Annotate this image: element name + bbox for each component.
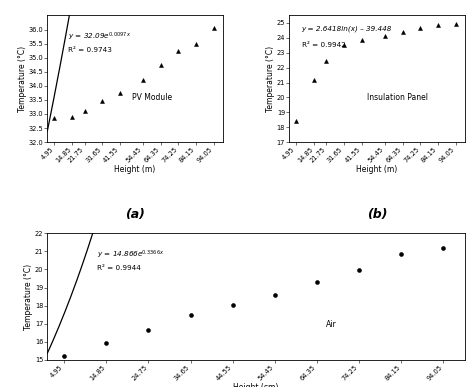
X-axis label: Height (cm): Height (cm) (233, 383, 279, 387)
Point (51, 115, 58, 121)
Point (157, 62, 164, 68)
Point (229, 301, 237, 308)
Point (271, 292, 279, 298)
Text: (b): (b) (367, 208, 387, 221)
Text: (a): (a) (125, 208, 145, 221)
Point (358, 37, 365, 43)
Point (187, 312, 194, 318)
Point (452, 21, 459, 27)
Text: R² = 0.9942: R² = 0.9942 (301, 42, 346, 48)
Point (139, 77, 147, 83)
Point (434, 22, 442, 28)
Point (340, 42, 348, 48)
Y-axis label: Temperature (°C): Temperature (°C) (266, 46, 275, 112)
Point (417, 25, 424, 31)
Point (210, 25, 218, 31)
Point (440, 245, 447, 251)
Point (116, 90, 124, 96)
Text: Air: Air (326, 320, 337, 329)
Y-axis label: Temperature (°C): Temperature (°C) (24, 264, 33, 330)
Point (399, 29, 406, 35)
Text: PV Module: PV Module (133, 93, 173, 102)
Point (145, 327, 152, 333)
Y-axis label: Temperature (°C): Temperature (°C) (18, 46, 27, 112)
X-axis label: Height (m): Height (m) (114, 165, 155, 175)
Point (310, 77, 318, 83)
Point (60, 353, 68, 360)
Point (398, 251, 405, 257)
Point (102, 340, 110, 346)
Text: y = 14.866e$^{0.3366x}$: y = 14.866e$^{0.3366x}$ (98, 248, 165, 261)
X-axis label: Height (m): Height (m) (356, 165, 398, 175)
Point (356, 267, 363, 274)
Point (192, 41, 200, 47)
Point (99, 98, 106, 104)
Text: y = 2.6418ln(x) – 39.448: y = 2.6418ln(x) – 39.448 (301, 26, 392, 32)
Point (68, 114, 76, 120)
Point (174, 48, 182, 54)
Text: R² = 0.9944: R² = 0.9944 (98, 265, 141, 271)
Point (313, 279, 321, 285)
Text: Insulation Panel: Insulation Panel (367, 93, 428, 102)
Point (292, 118, 300, 124)
Text: y = 32.09e$^{0.0097x}$: y = 32.09e$^{0.0097x}$ (68, 31, 132, 43)
Point (323, 58, 330, 64)
Point (381, 33, 389, 39)
Text: R² = 0.9743: R² = 0.9743 (68, 47, 112, 53)
Point (81, 108, 88, 114)
